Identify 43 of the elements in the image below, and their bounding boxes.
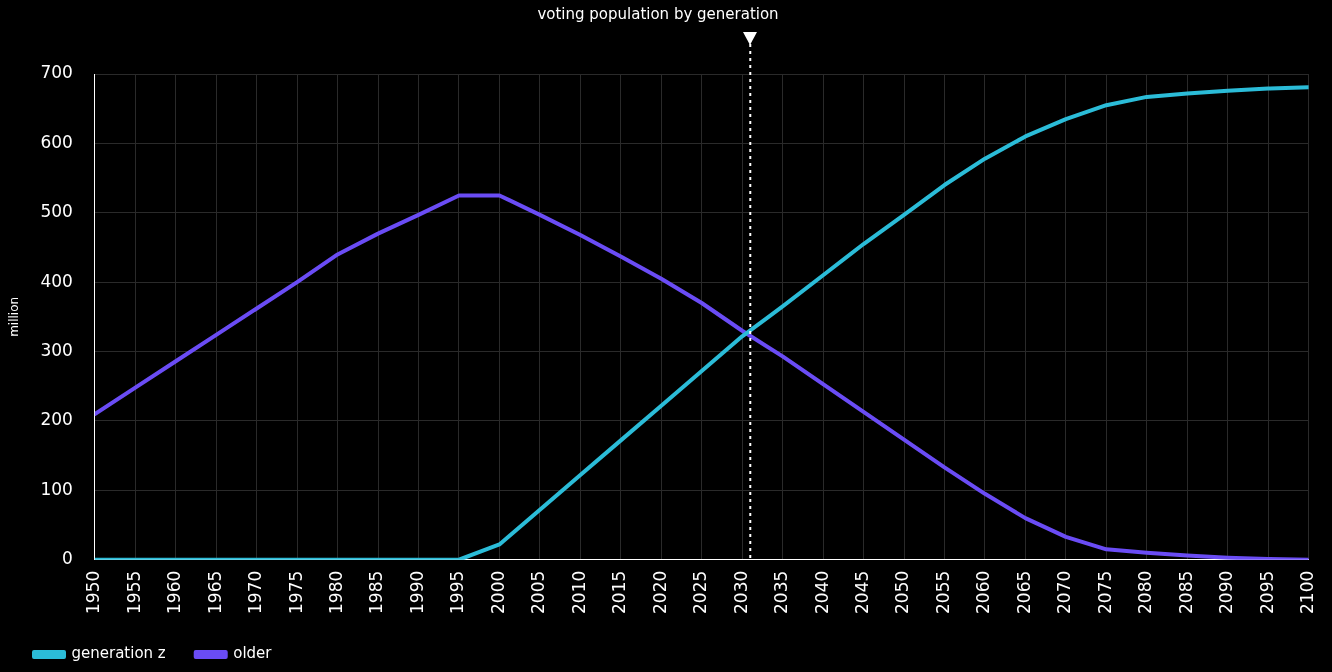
legend-label: generation z xyxy=(71,644,166,663)
y-tick-label: 600 xyxy=(40,131,73,152)
x-tick-label: 2015 xyxy=(609,570,630,614)
y-tick-label: 100 xyxy=(40,478,73,499)
y-tick-label: 200 xyxy=(40,409,73,430)
y-tick-label: 500 xyxy=(40,201,73,222)
x-tick-label: 2080 xyxy=(1135,570,1156,614)
x-tick-label: 2000 xyxy=(487,570,508,614)
x-tick-label: 2060 xyxy=(973,570,994,614)
x-tick-label: 2030 xyxy=(730,570,751,614)
chart-title: voting population by generation xyxy=(537,4,779,23)
legend-label: older xyxy=(233,644,273,663)
x-tick-label: 2020 xyxy=(649,570,670,614)
x-tick-label: 1980 xyxy=(326,570,347,614)
x-tick-label: 2025 xyxy=(690,570,711,614)
x-tick-label: 1985 xyxy=(366,570,387,614)
x-tick-label: 1975 xyxy=(285,570,306,614)
y-tick-label: 300 xyxy=(40,339,73,360)
y-tick-label: 700 xyxy=(40,62,73,83)
x-tick-label: 2035 xyxy=(771,570,792,614)
x-tick-label: 1965 xyxy=(204,570,225,614)
x-tick-label: 2100 xyxy=(1297,570,1318,614)
x-tick-label: 1950 xyxy=(83,570,104,614)
x-tick-label: 2065 xyxy=(1013,570,1034,614)
x-tick-label: 2095 xyxy=(1256,570,1277,614)
x-tick-label: 2010 xyxy=(568,570,589,614)
x-tick-label: 2005 xyxy=(528,570,549,614)
x-tick-label: 2070 xyxy=(1054,570,1075,614)
x-tick-label: 2085 xyxy=(1175,570,1196,614)
x-tick-label: 1955 xyxy=(123,570,144,614)
x-tick-label: 1970 xyxy=(245,570,266,614)
x-tick-label: 2050 xyxy=(892,570,913,614)
x-tick-label: 1995 xyxy=(447,570,468,614)
x-tick-label: 1960 xyxy=(164,570,185,614)
x-tick-label: 2090 xyxy=(1216,570,1237,614)
x-tick-label: 1990 xyxy=(406,570,427,614)
y-tick-label: 0 xyxy=(62,548,73,569)
x-tick-label: 2040 xyxy=(811,570,832,614)
x-tick-label: 2055 xyxy=(932,570,953,614)
x-tick-label: 2045 xyxy=(851,570,872,614)
x-tick-label: 2075 xyxy=(1094,570,1115,614)
y-tick-label: 400 xyxy=(40,270,73,291)
y-axis-title: million xyxy=(7,296,22,337)
